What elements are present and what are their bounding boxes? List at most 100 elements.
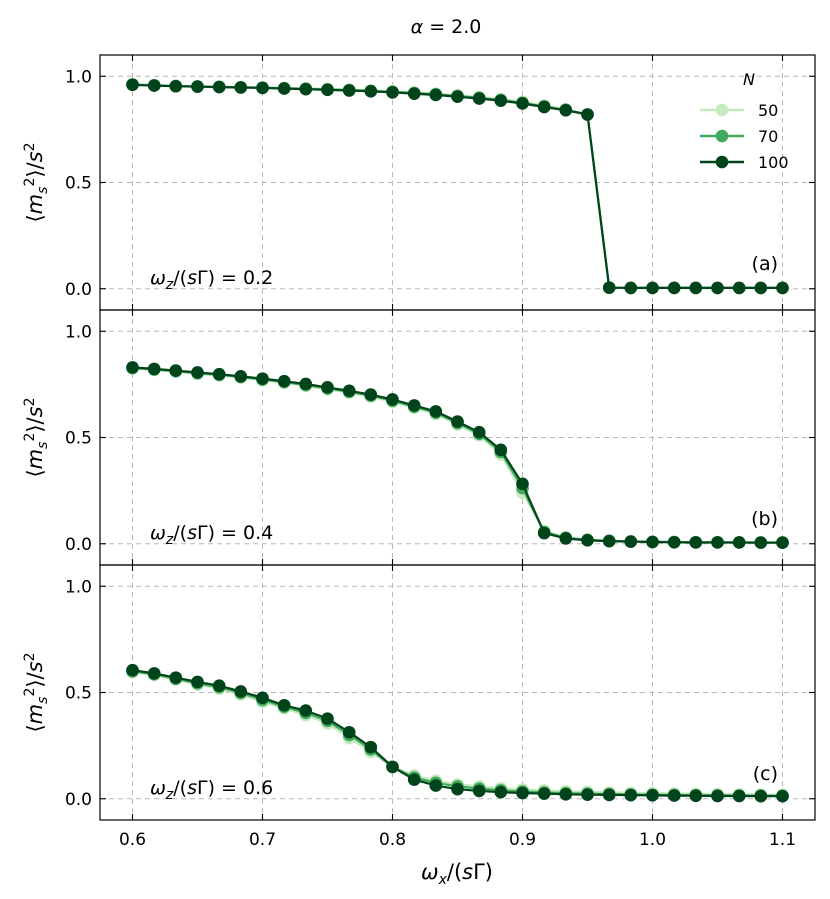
y-tick-label: 0.0 xyxy=(65,790,92,810)
data-point xyxy=(711,536,724,549)
data-point xyxy=(516,786,529,800)
data-point xyxy=(581,788,594,802)
data-point xyxy=(126,663,139,677)
data-point xyxy=(689,536,703,549)
data-point xyxy=(147,362,161,376)
data-point xyxy=(126,361,139,374)
panel-tag: (c) xyxy=(753,763,778,785)
data-point xyxy=(559,532,573,545)
y-axis-label: ⟨ms2⟩/s2 xyxy=(22,397,51,477)
data-point xyxy=(667,789,681,802)
panels-container: 0.0 0.5 1.0 ⟨ms2⟩/s2 ωz/(sΓ) = 0.2 (a) 0.0 0.5 1… xyxy=(22,54,816,850)
data-point xyxy=(537,526,551,540)
data-point xyxy=(711,281,724,295)
data-point xyxy=(147,79,161,92)
x-tick-label: 0.6 xyxy=(119,830,146,850)
data-point xyxy=(386,393,399,406)
x-tick-label: 0.7 xyxy=(249,830,276,850)
series-N50 xyxy=(126,362,789,549)
x-tick-label: 0.8 xyxy=(379,830,406,850)
series-line-N70 xyxy=(132,83,783,289)
legend-title: N xyxy=(743,70,755,89)
data-point xyxy=(646,535,659,549)
data-point xyxy=(537,100,551,114)
data-point xyxy=(277,82,291,95)
data-point xyxy=(472,425,486,439)
data-point xyxy=(212,679,226,692)
series-line-N70 xyxy=(132,366,783,544)
data-point xyxy=(364,740,378,754)
data-point xyxy=(667,281,681,295)
y-axis-label: ⟨ms2⟩/s2 xyxy=(22,142,51,222)
data-point xyxy=(776,536,789,549)
data-point xyxy=(494,785,508,799)
data-point xyxy=(191,366,204,379)
y-tick-label: 1.0 xyxy=(65,67,92,87)
data-point xyxy=(386,760,399,774)
data-point xyxy=(516,97,529,110)
data-point xyxy=(624,788,638,802)
y-tick-label: 1.0 xyxy=(65,577,92,597)
panel-a: 0.0 0.5 1.0 ⟨ms2⟩/s2 ωz/(sΓ) = 0.2 (a) xyxy=(22,54,816,311)
data-point xyxy=(407,87,421,100)
data-point xyxy=(689,281,703,295)
data-point xyxy=(754,536,768,549)
data-point xyxy=(342,725,356,739)
data-point xyxy=(169,364,183,377)
y-tick-label: 0.0 xyxy=(65,535,92,555)
panel-annotation: ωz/(sΓ) = 0.4 xyxy=(150,522,273,548)
data-point xyxy=(776,281,789,295)
data-point xyxy=(342,384,356,398)
legend-marker-N100 xyxy=(715,155,729,169)
data-point xyxy=(256,81,269,95)
data-point xyxy=(429,779,443,792)
data-point xyxy=(212,367,226,381)
data-point xyxy=(299,704,313,717)
data-point xyxy=(494,443,508,457)
data-point xyxy=(321,712,334,725)
data-point xyxy=(624,535,638,548)
data-point xyxy=(429,405,443,418)
data-point xyxy=(667,535,681,549)
panel-c: 0.0 0.5 1.0 0.6 0.7 0.8 0.9 1.0 1.1 ⟨ms2⟩/s2 ωz/(s… xyxy=(22,564,816,850)
series-N70 xyxy=(126,361,789,549)
panel-tag: (a) xyxy=(752,253,778,275)
series-N70 xyxy=(126,78,789,295)
series-line-N50 xyxy=(132,83,783,289)
data-point xyxy=(451,415,464,428)
data-point xyxy=(386,86,399,99)
data-point xyxy=(559,787,573,801)
data-point xyxy=(234,685,248,698)
data-point xyxy=(299,377,313,391)
data-point xyxy=(342,84,356,97)
data-point xyxy=(147,667,161,680)
x-tick-label: 0.9 xyxy=(509,830,536,850)
data-point xyxy=(299,82,313,96)
data-point xyxy=(429,88,443,102)
data-point xyxy=(776,789,789,803)
data-point xyxy=(646,281,659,295)
data-point xyxy=(451,782,464,796)
x-tick-label: 1.0 xyxy=(639,830,666,850)
data-point xyxy=(407,399,421,412)
data-point xyxy=(126,78,139,92)
legend-label-N70: 70 xyxy=(758,127,778,146)
series-line-N50 xyxy=(132,367,783,544)
data-point xyxy=(689,789,703,803)
data-point xyxy=(407,773,421,786)
data-point xyxy=(256,691,269,705)
data-point xyxy=(451,90,464,103)
series-N100 xyxy=(126,361,789,549)
series-N100 xyxy=(126,78,789,295)
y-tick-label: 0.5 xyxy=(65,684,92,704)
data-point xyxy=(602,534,616,548)
legend-marker-N70 xyxy=(715,129,729,143)
data-point xyxy=(169,79,183,93)
y-tick-label: 0.0 xyxy=(65,280,92,300)
data-point xyxy=(711,789,724,803)
data-point xyxy=(321,83,334,97)
figure-title: α = 2.0 xyxy=(411,16,482,38)
data-point xyxy=(364,388,378,401)
panel-annotation: ωz/(sΓ) = 0.2 xyxy=(150,267,273,293)
